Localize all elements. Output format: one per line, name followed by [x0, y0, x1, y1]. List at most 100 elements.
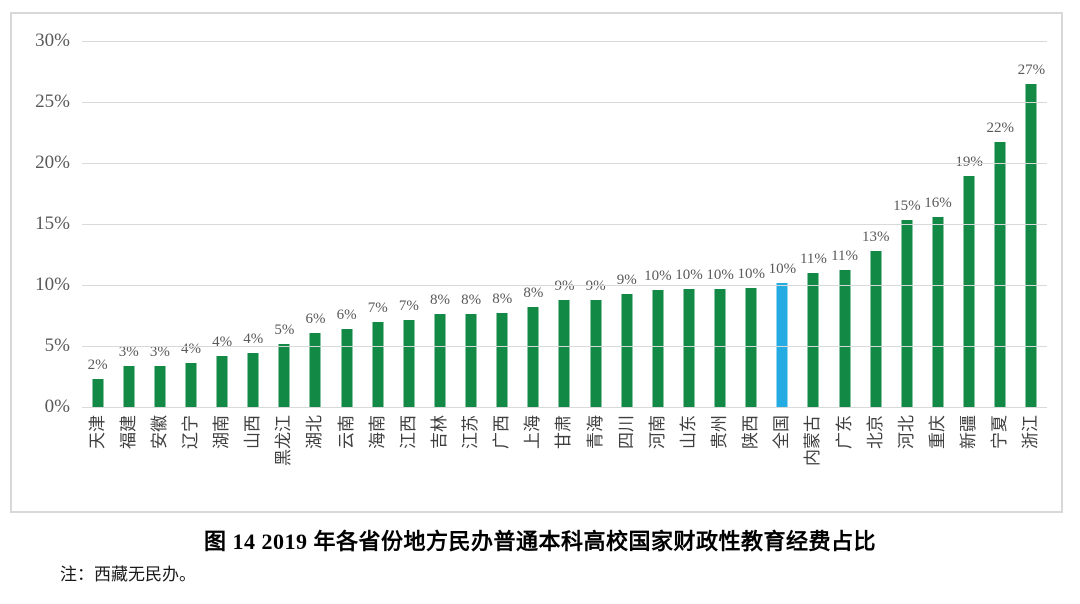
- bar-青海: [590, 299, 602, 407]
- value-label: 9%: [554, 277, 575, 294]
- gridline: [82, 285, 1047, 286]
- value-label: 3%: [118, 343, 139, 360]
- category-label: 陕西: [741, 415, 761, 449]
- bar-column: 5% 黑龙江: [269, 41, 300, 466]
- bar-column: 8% 江苏: [456, 41, 487, 449]
- bar-福建: [123, 365, 135, 407]
- bar-column: 11% 内蒙古: [798, 41, 829, 466]
- y-tick-label: 15%: [35, 213, 70, 234]
- bar-重庆: [932, 216, 944, 407]
- category-label: 海南: [367, 415, 387, 449]
- bar-column: 13% 北京: [860, 41, 891, 449]
- category-label: 黑龙江: [274, 415, 294, 466]
- value-label: 16%: [924, 194, 952, 211]
- bar-column: 10% 山东: [673, 41, 704, 449]
- y-tick-label: 25%: [35, 91, 70, 112]
- y-axis-labels: 30% 25% 20% 15% 10% 5% 0%: [12, 14, 72, 511]
- category-label: 甘肃: [554, 415, 574, 449]
- category-label: 湖北: [305, 415, 325, 449]
- bar-column: 2% 天津: [82, 41, 113, 449]
- bar-广西: [496, 313, 508, 407]
- bar-宁夏: [994, 142, 1006, 407]
- bar-column: 22% 宁夏: [985, 41, 1016, 449]
- category-label: 宁夏: [990, 415, 1010, 449]
- value-label: 10%: [737, 266, 765, 283]
- category-label: 天津: [87, 415, 107, 449]
- bar-山西: [247, 353, 259, 407]
- bar-column: 10% 全国: [767, 41, 798, 449]
- y-tick-label: 30%: [35, 30, 70, 51]
- plot-area: 2% 天津 3% 福建 3% 安徽 4% 辽宁 4% 湖南 4% 山西 5% 黑龙江 6% 湖北 6% 云南 7% 海…: [82, 41, 1047, 466]
- category-label: 辽宁: [180, 415, 200, 449]
- y-tick-label: 10%: [35, 274, 70, 295]
- value-label: 6%: [336, 306, 357, 323]
- bar-column: 3% 安徽: [144, 41, 175, 449]
- bar-column: 8% 吉林: [424, 41, 455, 449]
- bar-column: 3% 福建: [113, 41, 144, 449]
- bar-column: 7% 江西: [393, 41, 424, 449]
- bar-column: 15% 河北: [891, 41, 922, 449]
- value-label: 7%: [398, 298, 419, 315]
- bar-column: 4% 山西: [238, 41, 269, 449]
- value-label: 10%: [644, 267, 672, 284]
- value-label: 3%: [149, 343, 170, 360]
- category-label: 广西: [492, 415, 512, 449]
- bar-column: 9% 四川: [611, 41, 642, 449]
- category-label: 山东: [678, 415, 698, 449]
- bar-江西: [403, 320, 415, 407]
- category-label: 北京: [865, 415, 885, 449]
- gridline: [82, 163, 1047, 164]
- gridline: [82, 407, 1047, 408]
- bar-河南: [652, 289, 664, 407]
- value-label: 10%: [768, 260, 797, 277]
- value-label: 10%: [675, 266, 703, 283]
- bar-column: 10% 陕西: [736, 41, 767, 449]
- value-label: 7%: [367, 299, 388, 316]
- bar-column: 4% 辽宁: [175, 41, 206, 449]
- category-label: 吉林: [429, 415, 449, 449]
- category-label: 全国: [772, 415, 792, 449]
- bar-云南: [341, 328, 353, 407]
- value-label: 5%: [274, 321, 295, 338]
- gridline: [82, 41, 1047, 42]
- bar-吉林: [434, 314, 446, 407]
- value-label: 11%: [831, 248, 859, 265]
- value-label: 10%: [706, 266, 734, 283]
- category-label: 云南: [336, 415, 356, 449]
- bar-江苏: [465, 314, 477, 407]
- bar-内蒙古: [807, 272, 819, 407]
- category-label: 浙江: [1021, 415, 1041, 449]
- value-label: 8%: [523, 284, 544, 301]
- bar-湖北: [309, 332, 321, 407]
- bar-浙江: [1025, 83, 1037, 407]
- category-label: 江西: [398, 415, 418, 449]
- bar-四川: [621, 293, 633, 407]
- bar-column: 8% 广西: [487, 41, 518, 449]
- category-label: 广东: [834, 415, 854, 449]
- bar-辽宁: [185, 363, 197, 407]
- bar-天津: [92, 378, 104, 407]
- value-label: 9%: [616, 271, 637, 288]
- bar-column: 10% 河南: [642, 41, 673, 449]
- category-label: 湖南: [212, 415, 232, 449]
- value-label: 13%: [861, 228, 890, 245]
- value-label: 2%: [87, 356, 108, 373]
- bar-贵州: [714, 288, 726, 407]
- category-label: 山西: [243, 415, 263, 449]
- y-tick-label: 0%: [44, 396, 70, 417]
- category-label: 河北: [896, 415, 916, 449]
- value-label: 9%: [585, 277, 606, 294]
- bar-安徽: [154, 365, 166, 407]
- value-label: 8%: [492, 291, 513, 308]
- value-label: 27%: [1017, 61, 1046, 78]
- bar-column: 6% 云南: [331, 41, 362, 449]
- value-label: 15%: [893, 198, 921, 215]
- bars: 2% 天津 3% 福建 3% 安徽 4% 辽宁 4% 湖南 4% 山西 5% 黑龙江 6% 湖北 6% 云南 7% 海…: [82, 41, 1047, 466]
- figure-caption: 图 14 2019 年各省份地方民办普通本科高校国家财政性教育经费占比: [203, 529, 876, 554]
- value-label: 11%: [799, 250, 827, 267]
- value-label: 8%: [429, 292, 450, 309]
- bar-column: 4% 湖南: [207, 41, 238, 449]
- bar-甘肃: [558, 299, 570, 407]
- bar-北京: [870, 250, 882, 407]
- category-label: 贵州: [710, 415, 730, 449]
